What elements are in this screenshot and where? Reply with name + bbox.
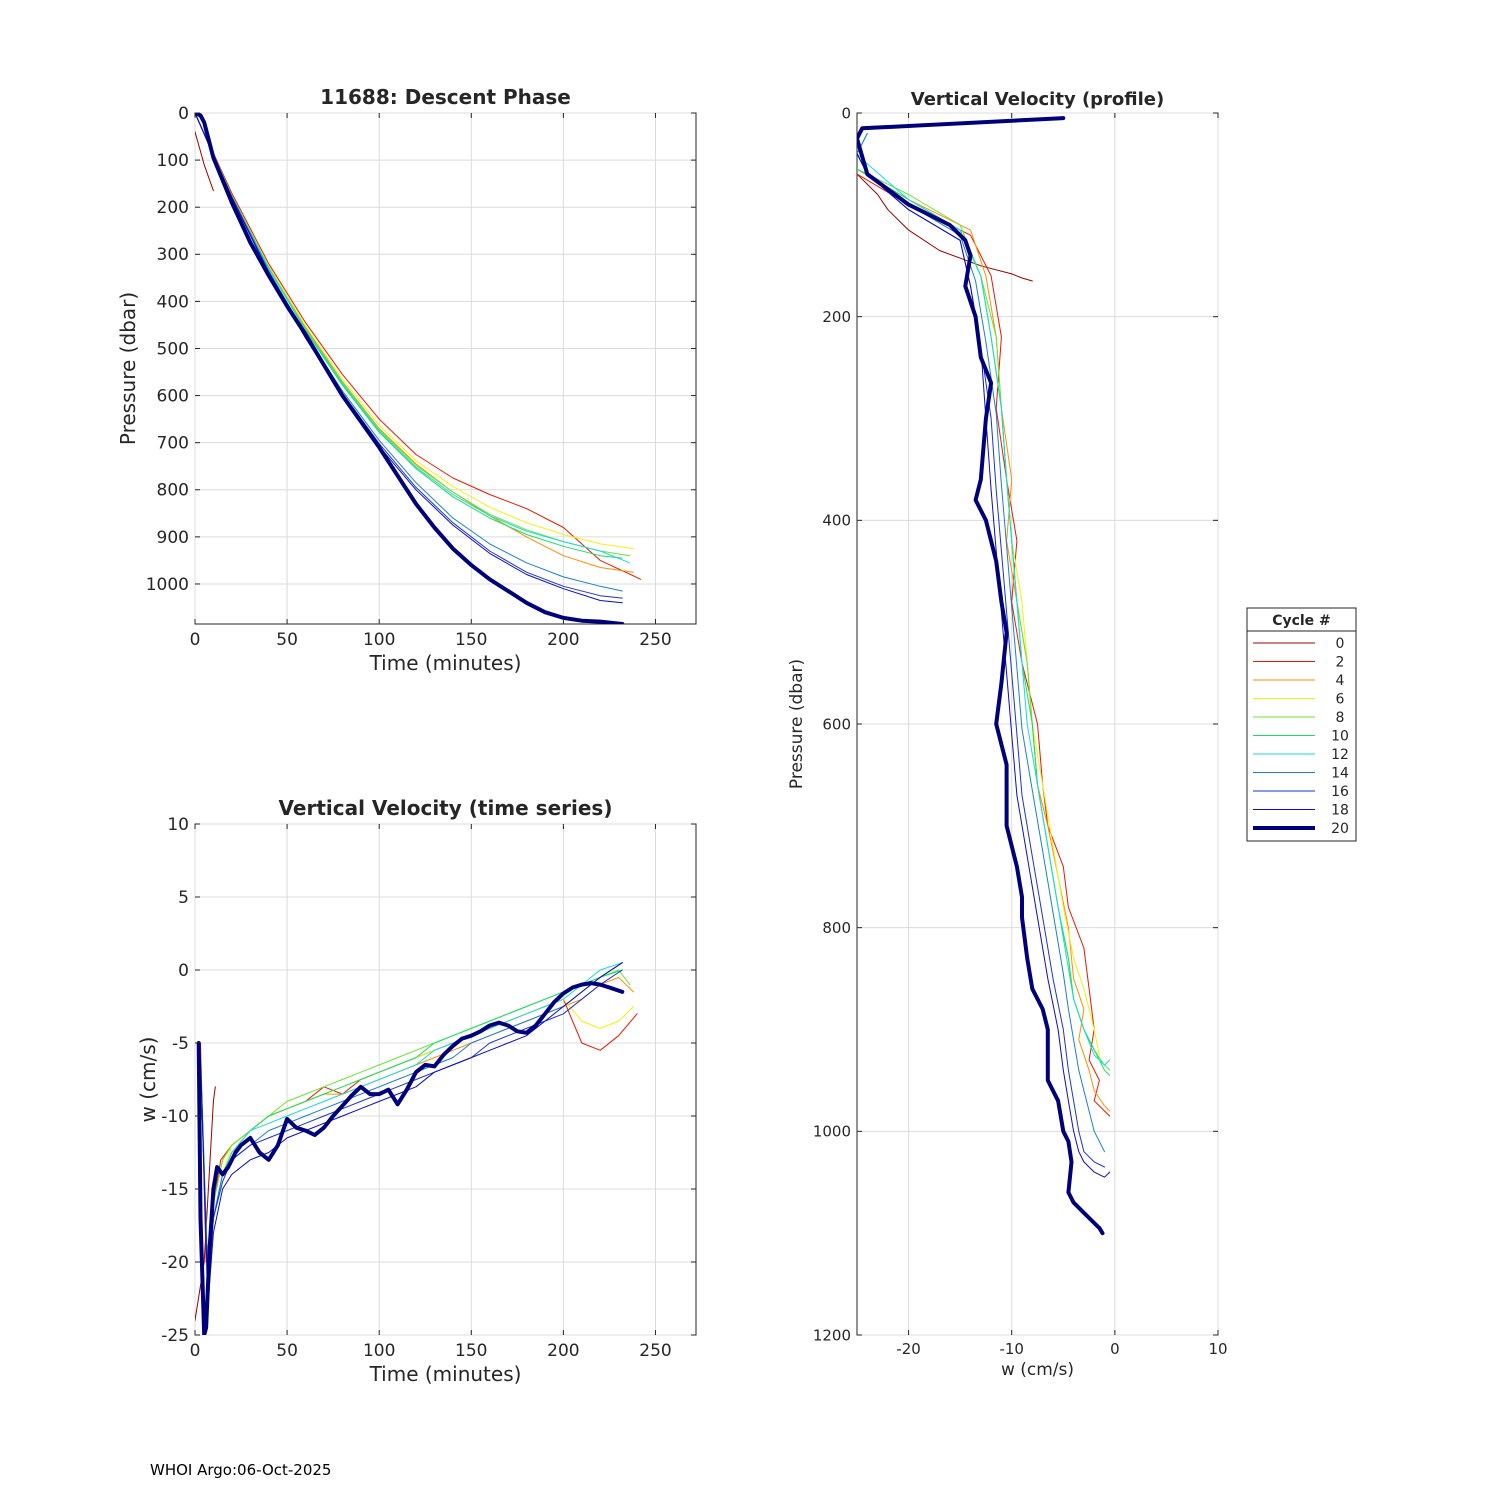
timeseries-grid xyxy=(194,823,696,1336)
descent-ticks: 0 50 100 150 200 250 0 100 200 300 400 500 600 700 800… xyxy=(146,104,696,650)
timeseries-ytick-label: -25 xyxy=(161,1326,189,1346)
legend-label-cycle-12: 12 xyxy=(1331,747,1349,763)
descent-ytick-label: 1000 xyxy=(146,575,189,595)
timeseries-axes: 0 50 100 150 200 250 -25 -20 -15 -10 -5 0 5 10 Vertic… xyxy=(136,796,697,1386)
profile-series-cycle-12 xyxy=(857,132,1111,1066)
descent-series-cycle-2 xyxy=(195,113,642,580)
timeseries-xlabel: Time (minutes) xyxy=(369,1362,522,1386)
footer-text: WHOI Argo:06-Oct-2025 xyxy=(150,1461,332,1479)
timeseries-series xyxy=(195,962,638,1335)
profile-series-cycle-20 xyxy=(857,116,1105,1236)
profile-ytick-label: 400 xyxy=(822,512,851,530)
descent-ytick-label: 0 xyxy=(178,104,189,124)
descent-series-cycle-6 xyxy=(195,113,634,550)
timeseries-ytick-label: -5 xyxy=(172,1034,189,1054)
legend-label-cycle-20: 20 xyxy=(1331,821,1349,837)
timeseries-ytick-label: -15 xyxy=(161,1180,189,1200)
legend-label-cycle-8: 8 xyxy=(1336,710,1345,726)
descent-xtick-label: 250 xyxy=(639,630,671,650)
descent-xtick-label: 0 xyxy=(190,630,201,650)
profile-ytick-label: 1000 xyxy=(813,1123,851,1141)
descent-series xyxy=(195,113,642,624)
timeseries-ytick-label: 5 xyxy=(178,888,189,908)
legend-label-cycle-14: 14 xyxy=(1331,766,1349,782)
legend-label-cycle-10: 10 xyxy=(1331,729,1349,745)
descent-ytick-label: 800 xyxy=(157,481,189,501)
profile-series-cycle-18 xyxy=(857,153,1111,1178)
descent-plot-area xyxy=(194,112,697,625)
legend-box xyxy=(1246,607,1357,842)
descent-xtick-label: 200 xyxy=(547,630,579,650)
profile-ytick-label: 0 xyxy=(841,104,851,122)
timeseries-ytick-label: -20 xyxy=(161,1253,189,1273)
timeseries-ytick-label: 0 xyxy=(178,961,189,981)
timeseries-xtick-label: 0 xyxy=(190,1341,201,1361)
profile-xtick-label: 0 xyxy=(1110,1340,1120,1358)
timeseries-title: Vertical Velocity (time series) xyxy=(279,796,613,820)
timeseries-series-cycle-18 xyxy=(200,962,623,1307)
timeseries-plot-area xyxy=(194,823,697,1336)
legend-label-cycle-0: 0 xyxy=(1336,636,1345,652)
descent-ytick-label: 600 xyxy=(157,387,189,407)
legend-entries: 0 2 4 6 8 10 12 14 16 18 20 xyxy=(1253,636,1349,837)
profile-xlabel: w (cm/s) xyxy=(1001,1360,1074,1380)
descent-series-cycle-12 xyxy=(195,113,631,564)
legend-label-cycle-4: 4 xyxy=(1336,673,1345,689)
descent-ytick-label: 200 xyxy=(157,198,189,218)
legend-label-cycle-16: 16 xyxy=(1331,784,1349,800)
descent-ylabel: Pressure (dbar) xyxy=(116,292,140,445)
descent-ytick-label: 400 xyxy=(157,292,189,312)
timeseries-xtick-label: 150 xyxy=(455,1341,487,1361)
descent-title: 11688: Descent Phase xyxy=(320,85,571,109)
profile-xtick-label: -10 xyxy=(999,1340,1024,1358)
timeseries-series-cycle-20 xyxy=(196,981,625,1335)
profile-series xyxy=(857,116,1111,1236)
profile-title: Vertical Velocity (profile) xyxy=(911,89,1165,110)
profile-series-cycle-0 xyxy=(857,173,1033,282)
descent-xtick-label: 150 xyxy=(455,630,487,650)
profile-ylabel: Pressure (dbar) xyxy=(787,659,807,789)
timeseries-xtick-label: 50 xyxy=(276,1341,298,1361)
timeseries-xtick-label: 100 xyxy=(363,1341,395,1361)
timeseries-ytick-label: -10 xyxy=(161,1107,189,1127)
descent-xtick-label: 50 xyxy=(276,630,298,650)
legend-label-cycle-18: 18 xyxy=(1331,803,1349,819)
profile-ytick-label: 600 xyxy=(822,715,851,733)
timeseries-xtick-label: 250 xyxy=(639,1341,671,1361)
legend: Cycle # 0 2 4 6 8 10 12 14 16 18 20 xyxy=(1246,607,1357,842)
timeseries-xtick-label: 200 xyxy=(547,1341,579,1361)
descent-series-cycle-0 xyxy=(195,131,214,192)
descent-ytick-label: 100 xyxy=(157,151,189,171)
descent-ytick-label: 900 xyxy=(157,528,189,548)
descent-axes: 0 50 100 150 200 250 0 100 200 300 400 500 600 700 800… xyxy=(116,85,697,675)
descent-xtick-label: 100 xyxy=(363,630,395,650)
descent-series-cycle-20 xyxy=(195,113,625,624)
profile-ytick-label: 800 xyxy=(822,919,851,937)
profile-ytick-label: 200 xyxy=(822,308,851,326)
descent-xlabel: Time (minutes) xyxy=(369,651,522,675)
descent-ytick-label: 500 xyxy=(157,339,189,359)
timeseries-ytick-label: 10 xyxy=(167,815,189,835)
timeseries-ticks: 0 50 100 150 200 250 -25 -20 -15 -10 -5 0 5 10 xyxy=(161,815,696,1361)
descent-grid xyxy=(194,112,696,624)
timeseries-series-cycle-12 xyxy=(200,962,623,1292)
legend-label-cycle-6: 6 xyxy=(1336,692,1345,708)
profile-xtick-label: 10 xyxy=(1208,1340,1227,1358)
descent-ytick-label: 300 xyxy=(157,245,189,265)
legend-label-cycle-2: 2 xyxy=(1336,655,1345,671)
descent-ytick-label: 700 xyxy=(157,434,189,454)
profile-xtick-label: -20 xyxy=(896,1340,921,1358)
profile-ytick-label: 1200 xyxy=(813,1326,851,1344)
legend-title: Cycle # xyxy=(1272,613,1331,629)
timeseries-series-cycle-0 xyxy=(195,1086,216,1321)
timeseries-ylabel: w (cm/s) xyxy=(136,1037,160,1123)
